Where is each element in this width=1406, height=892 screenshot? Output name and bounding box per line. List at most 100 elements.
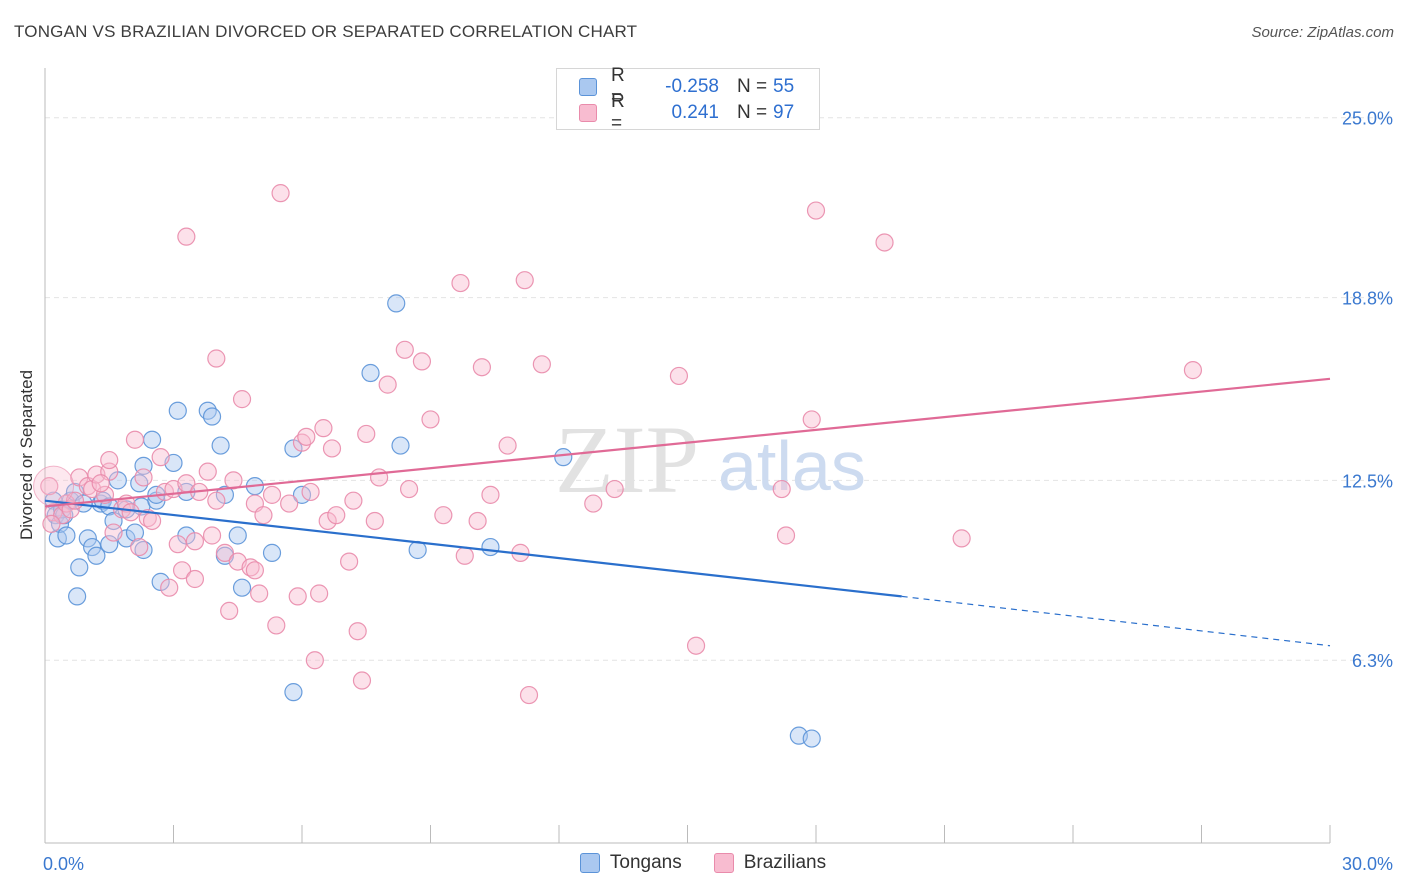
point-brazilians — [806, 201, 826, 220]
y-tick-label: 6.3% — [1352, 651, 1393, 671]
point-brazilians — [271, 184, 290, 203]
point-brazilians — [952, 529, 971, 548]
point-brazilians — [168, 535, 187, 554]
point-brazilians — [130, 537, 149, 557]
point-brazilians — [142, 511, 162, 531]
series-swatch-tongans — [579, 853, 600, 873]
point-brazilians — [348, 622, 367, 641]
legend-n-label: N = — [737, 102, 768, 123]
point-brazilians — [42, 514, 61, 533]
point-brazilians — [421, 410, 440, 429]
series-name-tongans: Tongans — [609, 852, 682, 873]
legend-row-brazilians: R = 0.241 N = 97 — [579, 91, 794, 134]
point-brazilians — [40, 477, 59, 496]
point-brazilians — [451, 273, 470, 293]
point-brazilians — [33, 465, 75, 507]
point-brazilians — [310, 584, 329, 603]
point-tongans — [125, 523, 145, 542]
point-brazilians — [288, 587, 307, 606]
point-tongans — [87, 546, 106, 565]
point-brazilians — [357, 424, 376, 444]
point-brazilians — [481, 485, 500, 504]
point-brazilians — [468, 511, 487, 531]
trend-line-tongans — [44, 499, 902, 598]
point-tongans — [802, 729, 821, 748]
legend-r-label: R = — [611, 91, 625, 134]
point-brazilians — [584, 494, 603, 513]
point-brazilians — [532, 355, 551, 374]
point-brazilians — [100, 450, 119, 470]
point-tongans — [70, 558, 89, 577]
point-brazilians — [322, 439, 342, 458]
point-brazilians — [395, 340, 414, 359]
data-points — [33, 184, 1203, 748]
point-brazilians — [669, 366, 689, 386]
point-brazilians — [802, 410, 821, 429]
point-brazilians — [250, 584, 269, 603]
legend-n-value: 55 — [773, 76, 795, 97]
trend-lines — [44, 377, 1331, 647]
point-tongans — [168, 401, 187, 420]
watermark-zip: ZIP — [555, 406, 699, 513]
point-brazilians — [172, 561, 192, 580]
axes — [44, 68, 1331, 844]
series-name-brazilians: Brazilians — [743, 852, 827, 873]
y-tick-label: 18.8% — [1342, 289, 1393, 309]
point-brazilians — [370, 468, 389, 487]
point-brazilians — [245, 561, 264, 580]
point-brazilians — [340, 552, 359, 571]
point-brazilians — [121, 503, 140, 522]
point-brazilians — [772, 479, 791, 499]
point-brazilians — [378, 375, 397, 394]
point-brazilians — [185, 569, 205, 589]
point-brazilians — [207, 349, 226, 368]
point-brazilians — [314, 419, 333, 438]
point-brazilians — [297, 427, 316, 446]
tick-labels: 6.3% 12.5% 18.8% 25.0% 0.0% 30.0% — [43, 109, 1393, 874]
correlation-legend: R = -0.258 N = 55 R = 0.241 N = 97 — [556, 65, 820, 134]
point-brazilians — [399, 479, 419, 499]
point-brazilians — [254, 506, 273, 525]
point-tongans — [481, 537, 500, 557]
x-tick-label: 30.0% — [1342, 854, 1393, 874]
y-tick-label: 25.0% — [1342, 109, 1393, 129]
legend-r-label: R = — [611, 65, 625, 108]
point-brazilians — [455, 546, 474, 565]
point-brazilians — [262, 485, 282, 504]
point-brazilians — [472, 358, 491, 377]
legend-swatch-tongans — [579, 78, 597, 96]
y-axis-label: Divorced or Separated — [17, 369, 36, 541]
point-tongans — [232, 578, 252, 597]
point-tongans — [202, 407, 222, 426]
point-brazilians — [267, 616, 286, 635]
grid-lines — [45, 117, 1395, 661]
series-swatch-brazilians — [713, 853, 734, 873]
legend-r-value: -0.258 — [665, 76, 719, 97]
x-tick-label: 0.0% — [43, 854, 84, 874]
watermark-atlas: atlas — [718, 427, 866, 505]
watermark: ZIP atlas — [555, 406, 866, 513]
point-brazilians — [365, 511, 384, 531]
point-brazilians — [185, 532, 205, 551]
point-brazilians — [220, 601, 239, 621]
point-brazilians — [434, 506, 453, 525]
point-brazilians — [605, 479, 624, 499]
point-brazilians — [224, 471, 243, 490]
point-tongans — [361, 363, 380, 383]
point-tongans — [142, 430, 162, 449]
legend-row-tongans: R = -0.258 N = 55 — [579, 65, 795, 108]
point-brazilians — [686, 636, 706, 655]
point-tongans — [387, 294, 406, 313]
point-brazilians — [305, 651, 324, 670]
point-brazilians — [160, 578, 179, 597]
point-brazilians — [215, 543, 234, 562]
point-brazilians — [198, 462, 217, 481]
y-tick-label: 12.5% — [1342, 471, 1393, 491]
point-tongans — [211, 436, 230, 455]
legend-n-label: N = — [737, 76, 768, 97]
series-legend-brazilians: Brazilians — [713, 852, 827, 874]
source-label: Source: ZipAtlas.com — [1251, 24, 1394, 41]
point-brazilians — [352, 671, 372, 690]
point-brazilians — [280, 494, 299, 513]
